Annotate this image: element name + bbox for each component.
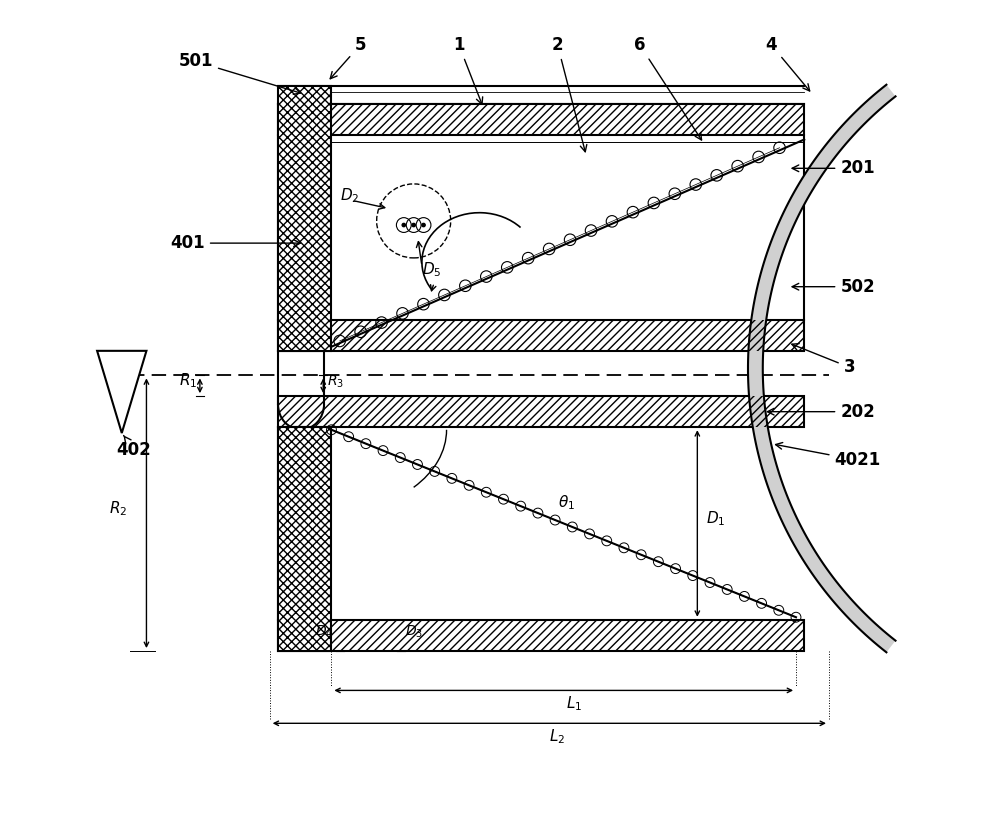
Bar: [278, 319, 804, 351]
Bar: [278, 319, 804, 351]
Bar: [278, 104, 804, 135]
Text: 4: 4: [766, 36, 810, 91]
Text: $R_3$: $R_3$: [327, 374, 344, 390]
Bar: [278, 620, 804, 651]
Text: 5: 5: [330, 36, 366, 78]
Text: $D_1$: $D_1$: [706, 510, 725, 528]
Text: 502: 502: [792, 278, 875, 295]
Text: $D_2$: $D_2$: [340, 186, 359, 205]
Bar: [278, 427, 331, 651]
Circle shape: [422, 224, 425, 227]
Text: $\theta_1$: $\theta_1$: [558, 493, 575, 512]
Polygon shape: [97, 351, 146, 433]
Text: $D_3$: $D_3$: [405, 624, 424, 639]
Bar: [278, 104, 804, 135]
Text: 4021: 4021: [776, 442, 881, 469]
Text: 2: 2: [552, 36, 587, 152]
Text: $R_1$: $R_1$: [179, 372, 198, 390]
Bar: [278, 396, 804, 427]
Bar: [278, 86, 331, 351]
Text: 401: 401: [170, 234, 300, 252]
Text: 202: 202: [767, 403, 875, 421]
Bar: [278, 427, 331, 651]
Circle shape: [412, 224, 415, 227]
Text: 501: 501: [179, 53, 301, 94]
Text: 3: 3: [792, 343, 855, 376]
Text: $D_5$: $D_5$: [422, 261, 441, 279]
Text: 1: 1: [453, 36, 483, 104]
Text: 402: 402: [117, 436, 151, 459]
Text: $D_4$: $D_4$: [315, 624, 333, 639]
Text: $L_1$: $L_1$: [566, 695, 582, 713]
Bar: [278, 396, 804, 427]
Bar: [278, 620, 804, 651]
Text: $R_2$: $R_2$: [109, 499, 128, 518]
Text: $L_2$: $L_2$: [549, 728, 566, 746]
Circle shape: [402, 224, 405, 227]
Text: 201: 201: [792, 159, 875, 177]
Text: 6: 6: [634, 36, 702, 140]
Polygon shape: [748, 85, 896, 653]
Bar: [278, 86, 331, 351]
